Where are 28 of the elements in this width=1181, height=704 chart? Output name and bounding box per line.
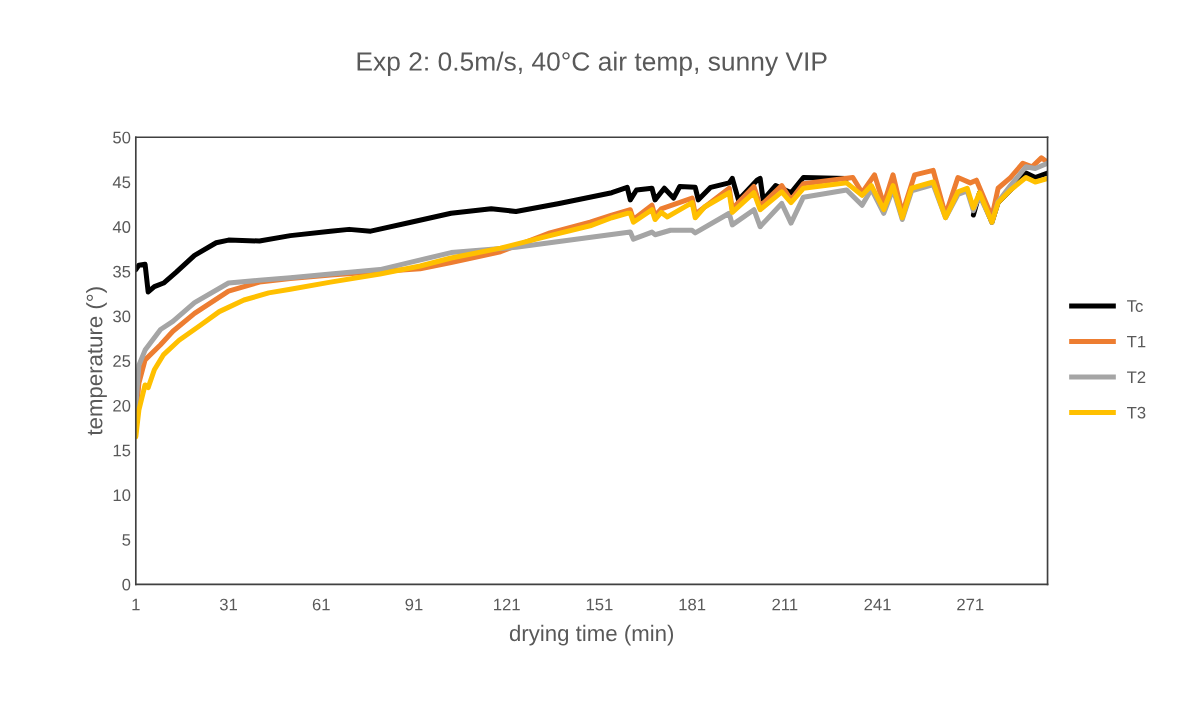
y-axis-title: temperature (°) [86,287,107,436]
y-tick-label: 10 [113,489,131,502]
x-tick-label: 31 [219,598,237,611]
legend-label: T3 [1127,406,1146,419]
x-tick-label: 151 [586,598,613,611]
x-tick-label: 1 [132,598,140,611]
y-tick-label: 50 [113,131,131,144]
y-tick-label: 15 [113,444,131,457]
y-tick-label: 45 [112,176,131,189]
y-tick-label: 40 [112,221,131,233]
x-tick-label: 241 [864,598,891,611]
legend-label: Tc [1127,300,1143,312]
y-tick-label: 20 [113,399,131,412]
x-tick-label: 211 [772,598,798,611]
x-axis-title: drying time (min) [509,624,674,646]
legend-label: T2 [1127,371,1146,383]
chart-title: Exp 2: 0.5m/s, 40°C air temp, sunny VIP [357,51,827,77]
x-tick-label: 91 [405,598,423,611]
x-tick-label: 181 [679,598,706,611]
x-tick-label: 121 [494,598,520,611]
y-tick-label: 35 [113,265,131,278]
y-tick-label: 0 [122,578,131,591]
y-tick-label: 30 [113,310,131,323]
legend-label: T1 [1127,335,1146,348]
y-tick-label: 5 [122,534,131,546]
x-tick-label: 271 [957,598,984,611]
x-tick-label: 61 [312,598,330,611]
y-tick-label: 25 [113,355,131,367]
